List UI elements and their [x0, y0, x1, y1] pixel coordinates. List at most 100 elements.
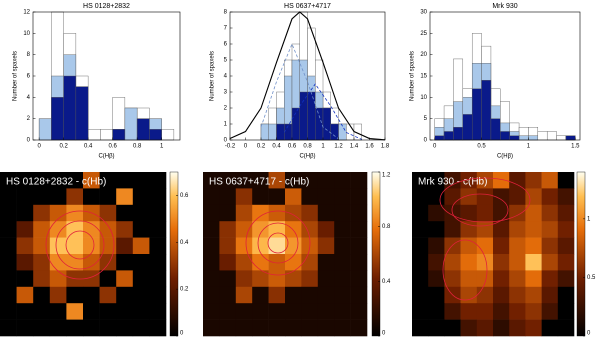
- heat-cell: [235, 237, 253, 255]
- heat-cell: [285, 319, 302, 337]
- heat-cell: [203, 188, 220, 206]
- heat-cell: [83, 172, 100, 189]
- heat-cell: [350, 204, 368, 222]
- heat-cell: [252, 188, 269, 206]
- heat-cell: [203, 303, 220, 320]
- heat-cell: [99, 204, 117, 222]
- heat-cell: [66, 204, 84, 222]
- heat-cell: [33, 303, 51, 320]
- heat-cell: [557, 204, 575, 222]
- heat-cell: [219, 270, 237, 288]
- heat-cell: [149, 221, 167, 238]
- heat-cell: [149, 204, 167, 222]
- heat-cell: [66, 188, 84, 206]
- heat-cell: [116, 319, 134, 337]
- x-tick-label: 1.5: [571, 144, 580, 150]
- heat-cell: [116, 172, 134, 189]
- heat-cell: [350, 286, 368, 304]
- bar: [518, 135, 529, 141]
- heat-cell: [412, 270, 429, 288]
- heat-cell: [219, 303, 237, 320]
- chart-title: HS 0637+4717: [284, 3, 331, 10]
- heat-cell: [541, 270, 559, 288]
- heat-cell: [525, 188, 542, 206]
- heat-cell: [317, 286, 335, 304]
- heat-cell: [116, 188, 134, 206]
- heat-cell: [428, 286, 445, 304]
- heat-cell: [509, 270, 526, 288]
- heat-cell: [557, 286, 575, 304]
- y-tick-label: 6: [224, 42, 228, 48]
- y-tick-label: 2: [224, 106, 228, 112]
- bar: [565, 135, 576, 141]
- heat-cell: [49, 204, 67, 222]
- y-tick-label: 0: [27, 138, 31, 144]
- heat-cell: [444, 172, 461, 189]
- heat-cell: [83, 237, 100, 255]
- heat-cell: [83, 319, 100, 337]
- heat-cell: [460, 270, 478, 288]
- heat-cell: [412, 237, 429, 255]
- heat-cell: [268, 319, 286, 337]
- heat-cell: [334, 237, 351, 255]
- heat-cell: [49, 303, 67, 320]
- heat-cell: [525, 204, 542, 222]
- heat-cell: [235, 254, 253, 271]
- heat-cell: [219, 319, 237, 337]
- colorbar-tick-label: 1: [587, 216, 591, 222]
- heat-cell: [428, 319, 445, 337]
- heat-cell: [132, 286, 150, 304]
- x-tick-label: -0.2: [225, 144, 236, 150]
- colorbar-tick-label: 0.8: [382, 224, 391, 230]
- heat-cell: [16, 286, 34, 304]
- heat-cell: [557, 319, 575, 337]
- heat-cell: [476, 270, 494, 288]
- heat-cell: [317, 221, 335, 238]
- heat-cell: [412, 172, 429, 189]
- heat-cell: [66, 319, 84, 337]
- y-tick-label: 5: [224, 58, 228, 64]
- heat-cell: [509, 188, 526, 206]
- heat-cell: [0, 254, 17, 271]
- heat-cell: [476, 172, 494, 189]
- heat-cell: [132, 270, 150, 288]
- heat-cell: [412, 319, 429, 337]
- contour: [45, 210, 115, 280]
- heat-cell: [557, 254, 575, 271]
- bar: [51, 97, 64, 141]
- heat-cell: [49, 270, 67, 288]
- y-tick-label: 8: [27, 52, 31, 58]
- contour: [55, 220, 105, 270]
- colorbar-tick-label: 0: [587, 331, 591, 337]
- heat-cell: [493, 286, 510, 304]
- heat-cell: [350, 237, 368, 255]
- heat-cell: [285, 286, 302, 304]
- heat-cell: [509, 172, 526, 189]
- heat-cell: [83, 188, 100, 206]
- heat-cell: [428, 172, 445, 189]
- heat-cell: [301, 286, 319, 304]
- heat-cell: [203, 172, 220, 189]
- heat-cell: [203, 286, 220, 304]
- chart-title: HS 0128+2832: [83, 3, 130, 10]
- heat-cell: [460, 172, 478, 189]
- heat-cell: [541, 221, 559, 238]
- heat-cell: [16, 319, 34, 337]
- heat-cell: [476, 286, 494, 304]
- heat-cell: [428, 254, 445, 271]
- heat-cell: [99, 286, 117, 304]
- heat-cell: [541, 188, 559, 206]
- heat-cell: [132, 204, 150, 222]
- heat-cell: [476, 221, 494, 238]
- heat-cell: [219, 221, 237, 238]
- data-layer: HS 0128+2832 C(Hβ) Number of spaxels 0 0.2 0.…: [0, 3, 596, 337]
- bar: [528, 135, 539, 141]
- y-tick-label: 4: [224, 74, 228, 80]
- heat-cell: [16, 204, 34, 222]
- heat-cell: [509, 221, 526, 238]
- heat-cell: [49, 319, 67, 337]
- heat-cell: [49, 188, 67, 206]
- heat-cell: [268, 254, 286, 271]
- heat-cell: [350, 254, 368, 271]
- heat-cell: [0, 204, 17, 222]
